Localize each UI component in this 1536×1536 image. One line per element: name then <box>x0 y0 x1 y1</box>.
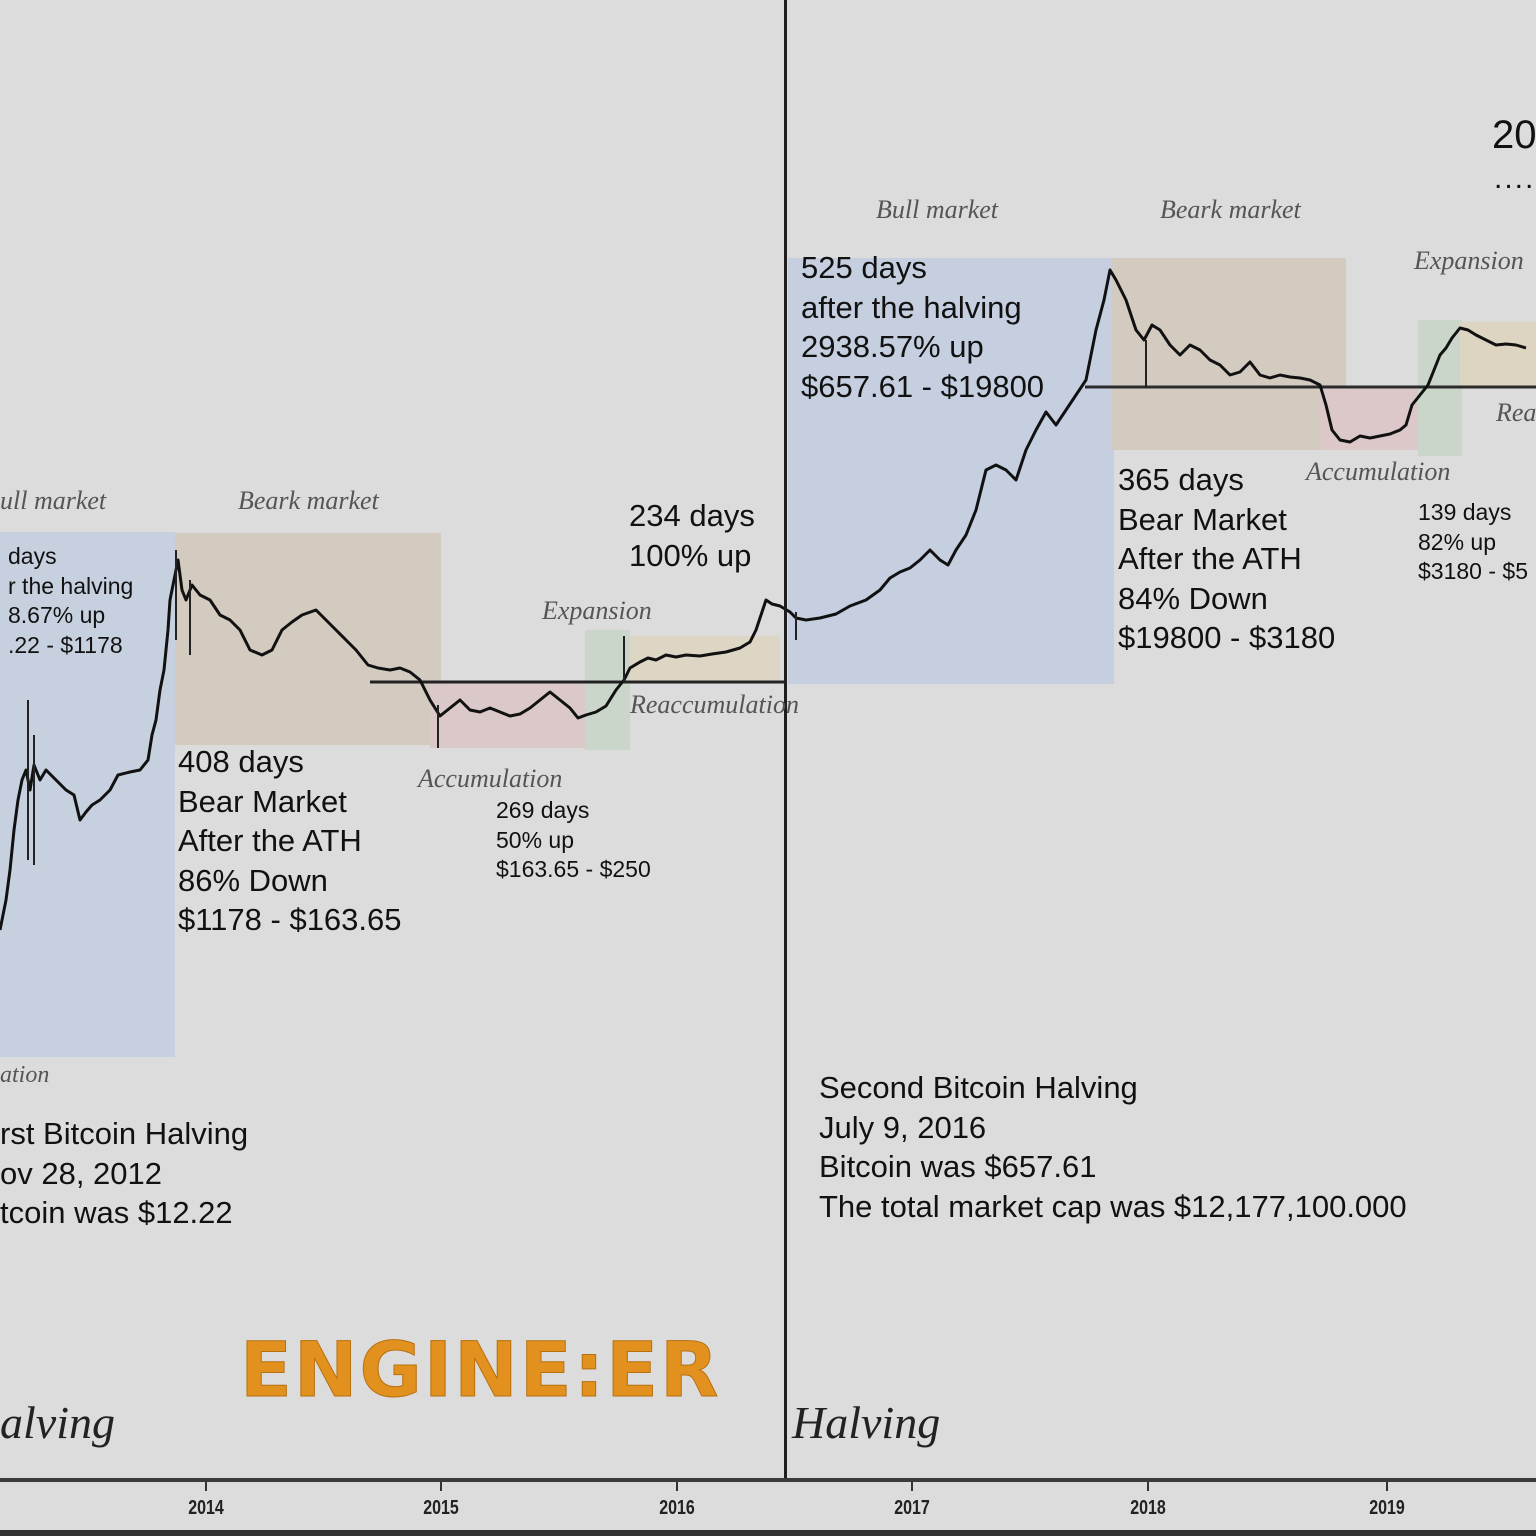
phase-label-bull-2: Bull market <box>876 195 999 224</box>
x-tick-label-2014: 2014 <box>188 1497 224 1519</box>
price-series <box>0 268 1527 931</box>
x-tick-label-2018: 2018 <box>1130 1497 1166 1519</box>
note-first-halving: rst Bitcoin Halving ov 28, 2012 tcoin wa… <box>0 1116 249 1230</box>
note-bear-2: 365 days Bear Market After the ATH 84% D… <box>1118 462 1336 655</box>
phase-label-expansion-1: Expansion <box>542 596 652 625</box>
x-tick <box>911 1482 913 1491</box>
note-bull-2: 525 days after the halving 2938.57% up $… <box>801 250 1045 404</box>
x-tick-label-2015: 2015 <box>423 1497 459 1519</box>
phase-label-expansion-2: Expansion <box>1414 246 1524 275</box>
bottom-border <box>0 1530 1536 1536</box>
note-second-halving: Second Bitcoin Halving July 9, 2016 Bitc… <box>819 1070 1407 1224</box>
phase-label-bull-1: ull market <box>0 486 107 515</box>
second-halving-line <box>784 0 787 1480</box>
candle-wicks <box>27 340 1147 865</box>
phase-label-bear-1: Beark market <box>238 486 379 515</box>
note-reaccumulation-1: 234 days 100% up <box>629 498 755 573</box>
note-accumulation-2: 139 days 82% up $3180 - $5 <box>1418 499 1528 584</box>
halving-label-right: Halving <box>792 1397 941 1448</box>
bull-zone-1 <box>0 532 175 1057</box>
phase-label-accumulation-1: Accumulation <box>418 764 563 793</box>
bull-zone-2 <box>788 258 1114 684</box>
phase-label-accumulation-left: ation <box>0 1062 50 1088</box>
x-tick-label-2019: 2019 <box>1369 1497 1405 1519</box>
note-accumulation-1: 269 days 50% up $163.65 - $250 <box>496 797 651 882</box>
x-tick <box>440 1482 442 1491</box>
phase-label-bear-2: Beark market <box>1160 195 1301 224</box>
x-tick-label-2016: 2016 <box>659 1497 695 1519</box>
note-bull-1: days r the halving 8.67% up .22 - $1178 <box>8 543 134 658</box>
phase-label-reaccumulation-1: Reaccumulation <box>630 690 799 719</box>
expansion-zone-1 <box>585 630 630 750</box>
x-tick <box>205 1482 207 1491</box>
x-tick <box>1386 1482 1388 1491</box>
accumulation-zone-2 <box>1320 388 1420 450</box>
engineer-watermark-logo: ENGINE:ER <box>240 1325 721 1415</box>
note-bear-1: 408 days Bear Market After the ATH 86% D… <box>178 744 402 937</box>
bear-zone-1 <box>175 533 441 745</box>
note-third-halving-dots: .... <box>1494 162 1536 195</box>
note-third-halving-title: 20 <box>1492 113 1536 157</box>
phase-label-accumulation-2: Accumulation <box>1306 457 1451 486</box>
phase-label-reaccumulation-2: Rea <box>1496 398 1536 427</box>
bear-zone-2 <box>1112 258 1346 450</box>
halving-label-left: alving <box>0 1397 115 1448</box>
x-tick <box>1147 1482 1149 1491</box>
x-axis <box>0 1478 1536 1482</box>
x-tick <box>676 1482 678 1491</box>
x-tick-label-2017: 2017 <box>894 1497 930 1519</box>
